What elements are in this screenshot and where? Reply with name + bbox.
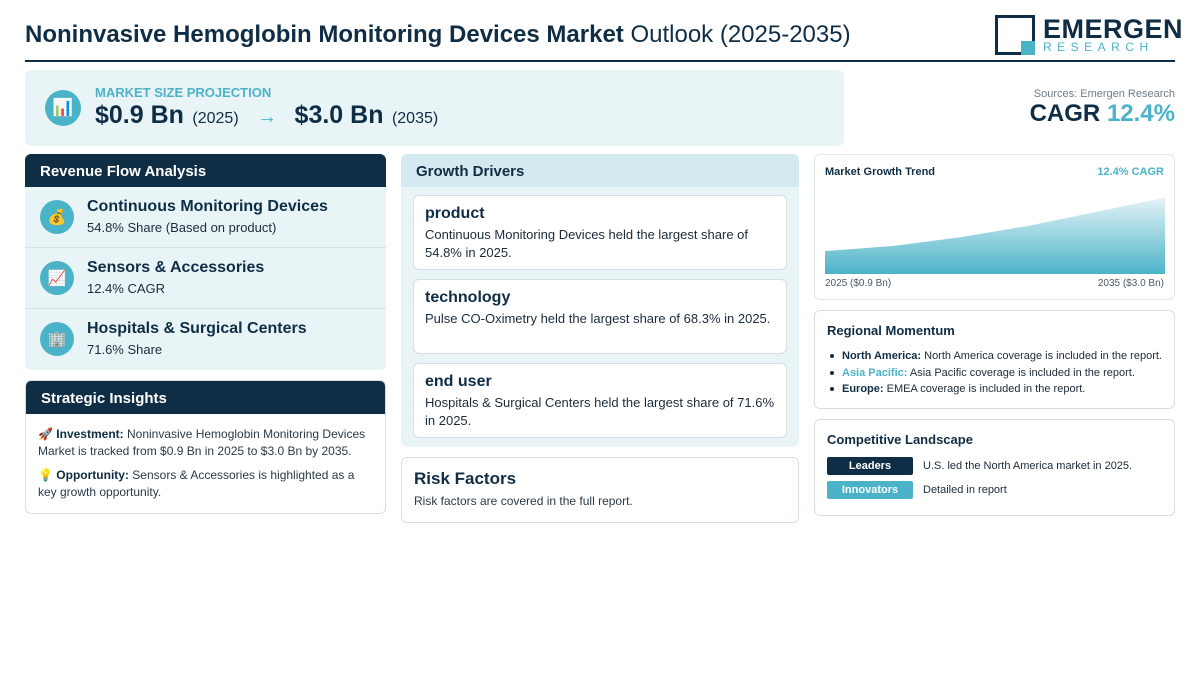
regional-list: North America: North America coverage is… <box>827 348 1162 398</box>
trend-area-plot <box>825 197 1165 274</box>
region-name: Europe: <box>842 383 884 395</box>
lightbulb-icon: 💡 <box>38 468 53 482</box>
risk-factors-text: Risk factors are covered in the full rep… <box>414 494 633 508</box>
strategic-insights-body: 🚀 Investment: Noninvasive Hemoglobin Mon… <box>26 414 385 501</box>
strategic-insights-title: Strategic Insights <box>26 381 385 414</box>
chart-title: Market Growth Trend <box>825 166 936 178</box>
insight-investment: 🚀 Investment: Noninvasive Hemoglobin Mon… <box>38 426 373 460</box>
logo-name: EMERGEN <box>1043 14 1184 44</box>
driver-title: end user <box>425 373 492 390</box>
revenue-flow-title: Revenue Flow Analysis <box>25 154 386 187</box>
driver-text: Hospitals & Surgical Centers held the la… <box>425 395 775 428</box>
page-title-suffix: Outlook (2025-2035) <box>630 21 851 48</box>
insight-label: Opportunity: <box>56 468 129 482</box>
insight-text: Sensors & Accessories is highlighted as … <box>38 468 355 499</box>
revenue-item-name: Hospitals & Surgical Centers <box>87 320 307 337</box>
end-value: $3.0 Bn <box>294 101 384 129</box>
revenue-item-detail: 71.6% Share <box>87 342 163 357</box>
cagr-label: CAGR <box>1029 100 1101 127</box>
chart-annotation: 12.4% CAGR <box>1097 166 1164 178</box>
building-icon: 🏢 <box>40 322 74 356</box>
revenue-item-detail: 54.8% Share (Based on product) <box>87 220 277 235</box>
innovators-badge: Innovators <box>827 481 913 499</box>
risk-factors-panel: Risk Factors Risk factors are covered in… <box>401 457 799 523</box>
market-size-label: MARKET SIZE PROJECTION <box>95 85 272 100</box>
revenue-item-name: Continuous Monitoring Devices <box>87 198 328 215</box>
revenue-item: 📈 Sensors & Accessories 12.4% CAGR <box>25 248 386 309</box>
region-item-north-america: North America: North America coverage is… <box>827 348 1162 365</box>
cagr-display: CAGR 12.4% <box>1030 100 1175 128</box>
revenue-item: 🏢 Hospitals & Surgical Centers 71.6% Sha… <box>25 309 386 370</box>
arrow-right-icon: → <box>257 106 278 128</box>
chart-x-start-label: 2025 ($0.9 Bn) <box>825 278 892 289</box>
page-title-main: Noninvasive Hemoglobin Monitoring Device… <box>25 21 624 48</box>
leaders-badge: Leaders <box>827 457 913 475</box>
regional-momentum-title: Regional Momentum <box>827 323 955 338</box>
region-text: EMEA coverage is included in the report. <box>886 383 1086 395</box>
competitor-row-innovators: Innovators Detailed in report <box>827 481 1162 505</box>
driver-card-end-user: end user Hospitals & Surgical Centers he… <box>413 363 787 438</box>
rocket-icon: 🚀 <box>38 427 53 441</box>
driver-text: Continuous Monitoring Devices held the l… <box>425 227 749 260</box>
chart-x-end-label: 2035 ($3.0 Bn) <box>1097 278 1164 289</box>
emergen-logo: EMERGEN RESEARCH <box>995 14 1183 56</box>
competitor-text: U.S. led the North America market in 202… <box>923 460 1133 472</box>
logo-subtitle: RESEARCH <box>1043 40 1154 54</box>
region-text: North America coverage is included in th… <box>924 350 1162 362</box>
sources-text: Sources: Emergen Research <box>1033 88 1175 100</box>
strategic-insights-panel: Strategic Insights 🚀 Investment: Noninva… <box>25 380 386 514</box>
insight-text: Noninvasive Hemoglobin Monitoring Device… <box>38 427 366 458</box>
competitive-landscape-title: Competitive Landscape <box>827 432 973 447</box>
growth-drivers-title: Growth Drivers <box>401 154 799 187</box>
driver-title: technology <box>425 289 511 306</box>
trend-area <box>825 197 1165 274</box>
region-item-europe: Europe: EMEA coverage is included in the… <box>827 381 1162 398</box>
trending-up-icon: 📈 <box>40 261 74 295</box>
region-item-asia-pacific: Asia Pacific: Asia Pacific coverage is i… <box>827 365 1162 382</box>
revenue-flow-panel: Revenue Flow Analysis 💰 Continuous Monit… <box>25 154 386 370</box>
region-name: Asia Pacific: <box>842 366 908 379</box>
money-bag-icon: 💰 <box>40 200 74 234</box>
competitor-text: Detailed in report <box>923 484 1007 496</box>
start-value: $0.9 Bn <box>95 101 184 129</box>
start-year: (2025) <box>192 110 239 127</box>
growth-drivers-panel: Growth Drivers product Continuous Monito… <box>401 154 799 447</box>
market-growth-trend-chart: Market Growth Trend 12.4% CAGR 2025 ($0.… <box>814 154 1175 300</box>
page-header: Noninvasive Hemoglobin Monitoring Device… <box>25 12 1183 62</box>
insight-label: Investment: <box>56 427 124 441</box>
page-title: Noninvasive Hemoglobin Monitoring Device… <box>25 21 851 49</box>
end-year: (2035) <box>391 110 439 127</box>
market-size-panel: 📊 MARKET SIZE PROJECTION $0.9 Bn (2025) … <box>25 70 844 146</box>
cagr-value: 12.4% <box>1106 100 1175 127</box>
competitor-row-leaders: Leaders U.S. led the North America marke… <box>827 457 1162 481</box>
logo-mark-icon <box>995 15 1035 55</box>
risk-factors-title: Risk Factors <box>414 469 517 488</box>
region-text: Asia Pacific coverage is included in the… <box>909 366 1135 379</box>
revenue-item: 💰 Continuous Monitoring Devices 54.8% Sh… <box>25 187 386 248</box>
revenue-item-name: Sensors & Accessories <box>87 259 265 276</box>
driver-card-technology: technology Pulse CO-Oximetry held the la… <box>413 279 787 354</box>
insight-opportunity: 💡 Opportunity: Sensors & Accessories is … <box>38 467 373 501</box>
regional-momentum-panel: Regional Momentum North America: North A… <box>814 310 1175 409</box>
bar-chart-icon: 📊 <box>45 90 81 126</box>
driver-text: Pulse CO-Oximetry held the largest share… <box>425 311 771 326</box>
competitive-landscape-panel: Competitive Landscape Leaders U.S. led t… <box>814 419 1175 516</box>
market-size-values: $0.9 Bn (2025) → $3.0 Bn (2035) <box>95 101 438 130</box>
revenue-item-detail: 12.4% CAGR <box>87 281 166 296</box>
driver-title: product <box>425 205 485 222</box>
driver-card-product: product Continuous Monitoring Devices he… <box>413 195 787 270</box>
region-name: North America: <box>842 350 922 362</box>
